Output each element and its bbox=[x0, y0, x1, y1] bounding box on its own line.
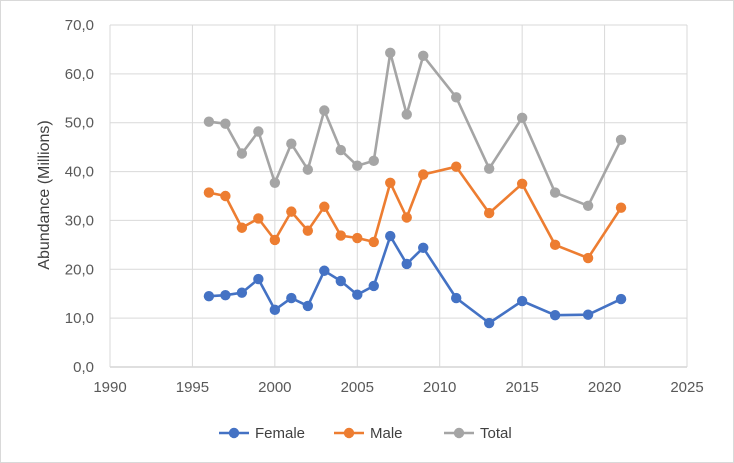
data-point-female bbox=[253, 273, 264, 285]
data-point-female bbox=[483, 317, 495, 329]
data-point-male bbox=[615, 202, 627, 213]
x-tick-label: 1995 bbox=[176, 379, 209, 396]
y-tick-label: 30,0 bbox=[65, 212, 94, 229]
x-tick-label: 1990 bbox=[93, 379, 126, 396]
legend-label: Female bbox=[255, 425, 305, 442]
legend-item-female: Female bbox=[219, 425, 305, 442]
series-total bbox=[203, 47, 627, 211]
y-tick-label: 0,0 bbox=[73, 359, 94, 376]
data-point-female bbox=[516, 295, 528, 307]
data-point-male bbox=[302, 225, 314, 236]
data-point-female bbox=[220, 289, 231, 301]
data-point-total bbox=[615, 134, 627, 146]
data-point-male bbox=[401, 212, 412, 223]
data-point-female bbox=[418, 242, 429, 253]
x-tick-label: 2025 bbox=[670, 379, 703, 396]
y-tick-label: 20,0 bbox=[65, 261, 94, 278]
y-tick-label: 40,0 bbox=[65, 164, 94, 181]
legend-label: Total bbox=[480, 425, 512, 442]
legend-label: Male bbox=[370, 425, 403, 442]
data-point-male bbox=[549, 239, 561, 251]
x-tick-label: 2005 bbox=[341, 379, 374, 396]
data-point-male bbox=[368, 236, 379, 248]
legend-item-male: Male bbox=[334, 425, 403, 442]
data-point-male bbox=[269, 234, 281, 246]
data-point-female bbox=[451, 292, 462, 304]
data-point-male bbox=[286, 206, 297, 217]
data-point-male bbox=[253, 213, 264, 224]
data-point-female bbox=[335, 275, 346, 287]
series-line-total bbox=[208, 51, 623, 208]
data-point-total bbox=[368, 155, 379, 167]
data-point-male bbox=[236, 222, 248, 233]
legend-swatch-marker bbox=[343, 427, 355, 439]
data-point-total bbox=[286, 138, 297, 149]
legend-swatch-marker bbox=[228, 427, 240, 439]
data-point-male bbox=[352, 232, 363, 244]
data-point-total bbox=[335, 144, 346, 156]
y-tick-label: 50,0 bbox=[65, 115, 94, 132]
series-male bbox=[203, 161, 627, 264]
data-point-female bbox=[302, 300, 314, 312]
data-point-male bbox=[220, 190, 231, 202]
data-point-female bbox=[269, 304, 281, 316]
y-tick-labels: 0,0 10,0 20,0 30,0 40,0 50,0 60,0 70,0 bbox=[65, 17, 94, 376]
data-point-total bbox=[418, 50, 429, 61]
data-point-total bbox=[352, 160, 363, 171]
grid bbox=[109, 24, 688, 368]
y-tick-label: 60,0 bbox=[65, 66, 94, 83]
data-point-female bbox=[582, 309, 594, 320]
series-female bbox=[203, 230, 627, 329]
data-point-male bbox=[582, 252, 594, 264]
data-point-female bbox=[401, 258, 412, 270]
legend: Female Male Total bbox=[219, 425, 512, 442]
x-tick-label: 2015 bbox=[505, 379, 538, 396]
data-point-male bbox=[335, 230, 346, 241]
data-point-total bbox=[220, 118, 231, 129]
data-point-total bbox=[385, 47, 396, 59]
data-point-male bbox=[319, 201, 330, 212]
data-point-total bbox=[401, 109, 412, 120]
data-point-total bbox=[451, 92, 462, 103]
data-point-male bbox=[418, 169, 429, 180]
data-point-female bbox=[236, 287, 248, 298]
data-point-female bbox=[319, 265, 330, 276]
data-point-female bbox=[385, 230, 396, 242]
data-point-total bbox=[483, 163, 495, 174]
x-tick-labels: 1990 1995 2000 2005 2010 2015 2020 2025 bbox=[93, 379, 703, 396]
data-point-total bbox=[302, 164, 314, 175]
data-point-total bbox=[516, 112, 528, 124]
y-axis-title: Abundance (Millions) bbox=[36, 120, 53, 269]
data-point-male bbox=[203, 187, 215, 198]
series-group bbox=[203, 47, 627, 329]
data-point-total bbox=[236, 148, 248, 159]
data-point-female bbox=[615, 293, 627, 305]
data-point-male bbox=[451, 161, 462, 172]
data-point-male bbox=[385, 177, 396, 189]
series-line-female bbox=[208, 234, 622, 325]
legend-item-total: Total bbox=[444, 425, 512, 442]
data-point-female bbox=[549, 310, 561, 321]
x-tick-label: 2010 bbox=[423, 379, 456, 396]
data-point-male bbox=[516, 178, 528, 189]
data-point-total bbox=[549, 187, 561, 198]
data-point-female bbox=[203, 290, 215, 302]
data-point-total bbox=[582, 200, 594, 211]
legend-swatch-marker bbox=[453, 427, 465, 439]
data-point-total bbox=[269, 177, 281, 189]
data-point-male bbox=[483, 207, 495, 219]
data-point-female bbox=[352, 289, 363, 300]
x-tick-label: 2000 bbox=[258, 379, 291, 396]
data-point-total bbox=[319, 105, 330, 116]
data-point-female bbox=[286, 292, 297, 304]
data-point-total bbox=[203, 116, 215, 127]
data-point-female bbox=[368, 280, 379, 292]
x-tick-label: 2020 bbox=[588, 379, 621, 396]
y-tick-label: 10,0 bbox=[65, 310, 94, 327]
y-tick-label: 70,0 bbox=[65, 17, 94, 34]
data-point-total bbox=[253, 126, 264, 137]
